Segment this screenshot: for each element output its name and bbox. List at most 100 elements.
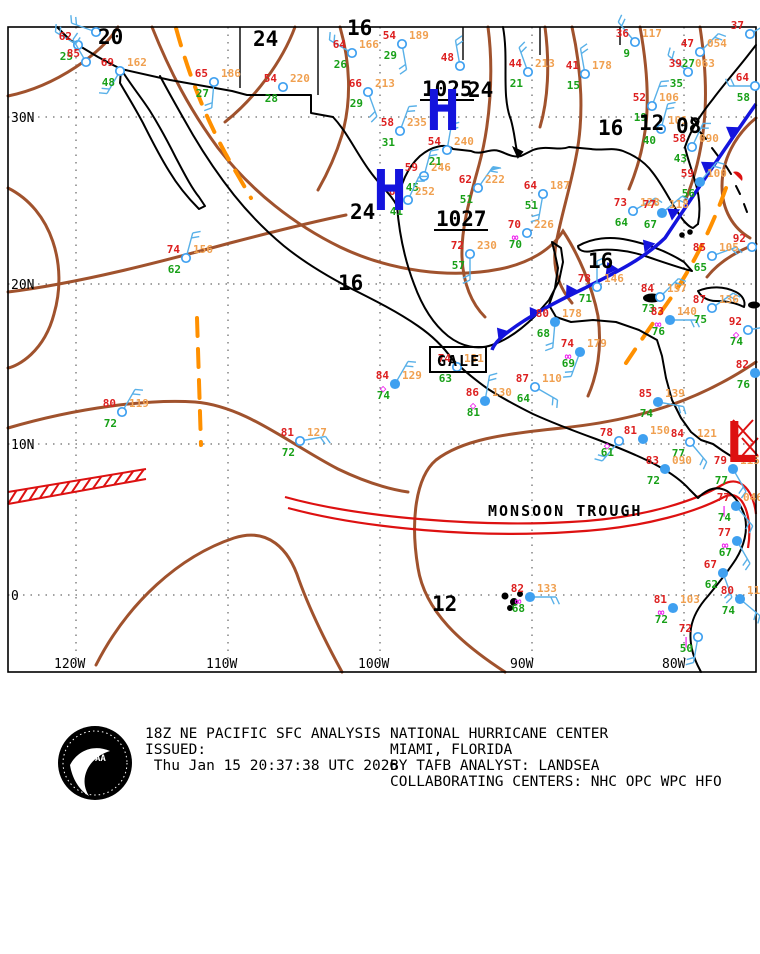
station-weather-symbol: | xyxy=(721,504,728,517)
station-circle xyxy=(464,248,476,260)
station-temp: 70 xyxy=(508,218,521,231)
station-dewpoint: 62 xyxy=(168,263,181,276)
station-dewpoint: 72 xyxy=(282,446,295,459)
graticule xyxy=(8,27,756,672)
station-weather-symbol: ∞ xyxy=(722,539,729,552)
station-circle xyxy=(655,123,667,135)
station-temp: 69 xyxy=(101,56,114,69)
station-temp: 39 xyxy=(669,57,682,70)
station-temp: 87 xyxy=(516,372,529,385)
contour-label: 16 xyxy=(598,116,623,140)
station-pressure: 133 xyxy=(537,582,557,595)
lat-label: 30N xyxy=(11,111,34,126)
station-pressure: 101 xyxy=(668,114,688,127)
station-plot: 58 43 090 xyxy=(673,122,719,165)
station-pressure: 105 xyxy=(719,241,739,254)
station-temp: 84 xyxy=(641,282,655,295)
station-plot: 64 26 166 xyxy=(328,31,379,71)
station-circle xyxy=(694,46,706,58)
station-pressure: 252 xyxy=(415,185,435,198)
station-circle xyxy=(524,591,536,603)
station-circle xyxy=(654,291,666,303)
station-dewpoint: 58 xyxy=(737,91,750,104)
station-dewpoint: 61 xyxy=(601,446,615,459)
station-circle xyxy=(692,631,704,643)
station-dewpoint: 15 xyxy=(567,79,580,92)
station-circle xyxy=(90,26,102,38)
gale-label: GALE xyxy=(437,352,481,370)
caption-center-city: MIAMI, FLORIDA xyxy=(390,742,513,758)
station-plot: 54 29 189 xyxy=(383,29,429,75)
station-plot: 82 68 133 ∞ xyxy=(511,582,561,615)
station-pressure: 115 xyxy=(740,454,760,467)
station-plot: 78 71 146 xyxy=(578,256,624,305)
station-dewpoint: 40 xyxy=(643,134,656,147)
station-pressure: 116 xyxy=(747,584,760,597)
station-circle xyxy=(529,381,541,393)
station-pressure: 246 xyxy=(431,161,451,174)
station-temp: 54 xyxy=(428,135,442,148)
station-circle xyxy=(734,593,746,605)
station-weather-symbol: ∞ xyxy=(565,350,572,363)
station-temp: 77 xyxy=(717,491,730,504)
station-plot: 72 57 230 xyxy=(451,239,497,285)
gale-box xyxy=(429,346,487,373)
station-circle xyxy=(522,66,534,78)
station-dewpoint: 67 xyxy=(644,218,657,231)
station-temp: 84 xyxy=(376,369,390,382)
station-temp: 58 xyxy=(673,132,686,145)
station-pressure: 110 xyxy=(542,372,562,385)
station-pressure: 189 xyxy=(409,29,429,42)
station-dewpoint: 74 xyxy=(377,389,391,402)
high-pressure-symbol: H xyxy=(373,159,407,224)
station-circle xyxy=(749,80,760,92)
station-temp: 58 xyxy=(381,116,394,129)
station-temp: 78 xyxy=(578,272,591,285)
station-pressure: 222 xyxy=(485,173,505,186)
station-plot: 85 xyxy=(67,32,92,68)
station-plot: 73 64 128 xyxy=(614,196,663,229)
station-circle xyxy=(277,81,289,93)
station-circle xyxy=(731,535,743,547)
station-plot: 80 68 178 xyxy=(536,307,582,352)
station-circle xyxy=(441,144,453,156)
station-plot: 58 31 235 xyxy=(381,105,427,149)
station-temp: 64 xyxy=(333,38,347,51)
station-temp: 54 xyxy=(383,29,397,42)
station-pressure: 187 xyxy=(550,179,570,192)
station-pressure: 119 xyxy=(129,397,149,410)
station-temp: 72 xyxy=(451,239,464,252)
station-temp: 74 xyxy=(438,352,452,365)
lon-label: 120W xyxy=(54,657,85,672)
cold-front-pips xyxy=(496,126,740,341)
station-weather-symbol: ∞ xyxy=(655,318,662,331)
station-dewpoint: 69 xyxy=(562,357,575,370)
station-dewpoint: 68 xyxy=(512,602,525,615)
station-circle xyxy=(394,125,406,137)
station-pressure: 090 xyxy=(699,132,719,145)
station-pressure: 121 xyxy=(697,427,717,440)
station-pressure: 106 xyxy=(659,91,679,104)
trough-lines xyxy=(174,26,728,447)
station-temp: 87 xyxy=(693,293,706,306)
station-plot: 81 72 103 ∞ xyxy=(654,593,700,626)
station-circle xyxy=(346,47,358,59)
station-circle xyxy=(746,241,758,253)
station-plot: 74 69 179 ∞ xyxy=(561,337,607,378)
station-dewpoint: 27 xyxy=(196,87,209,100)
station-dewpoint: 73 xyxy=(642,302,655,315)
contour-label: 12 xyxy=(639,111,664,135)
station-pressure: 213 xyxy=(535,57,555,70)
station-temp: 80 xyxy=(721,584,734,597)
station-weather-symbol: ∞ xyxy=(515,595,522,608)
station-plot: 83 72 090 xyxy=(646,454,692,487)
station-weather-symbol: ◇ xyxy=(380,382,387,395)
station-circle xyxy=(637,433,649,445)
station-pressure: 140 xyxy=(677,305,697,318)
contour-label: 16 xyxy=(347,16,372,40)
station-temp: 41 xyxy=(566,59,580,72)
station-weather-symbol: ◇ xyxy=(470,399,477,412)
station-dewpoint: 70 xyxy=(509,238,522,251)
